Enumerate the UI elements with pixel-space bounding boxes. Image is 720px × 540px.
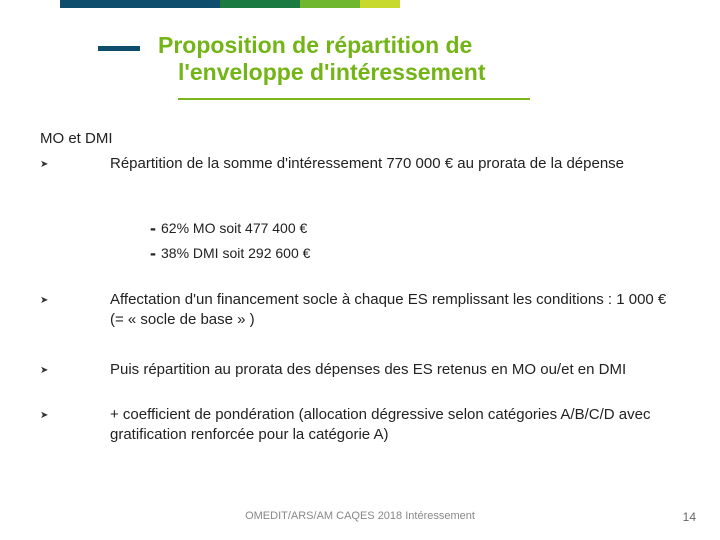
title-underline bbox=[178, 98, 530, 100]
sub-list: - 62% MO soit 477 400 € - 38% DMI soit 2… bbox=[150, 216, 650, 266]
bullet-1: ➤ Répartition de la somme d'intéressemen… bbox=[40, 154, 680, 174]
section-heading: MO et DMI bbox=[40, 130, 113, 147]
footer-text: OMEDIT/ARS/AM CAQES 2018 Intéressement bbox=[0, 510, 720, 522]
bullet-3: ➤ Puis répartition au prorata des dépens… bbox=[40, 360, 680, 380]
chevron-right-icon: ➤ bbox=[40, 154, 68, 174]
top-bar-segment bbox=[400, 0, 720, 8]
top-bar-segment bbox=[360, 0, 400, 8]
sub-item-1: - 62% MO soit 477 400 € bbox=[150, 216, 650, 241]
bullet-2: ➤ Affectation d'un financement socle à c… bbox=[40, 290, 680, 331]
top-bar-segment bbox=[300, 0, 360, 8]
bullet-4-text: + coefficient de pondération (allocation… bbox=[68, 405, 680, 446]
bullet-3-text: Puis répartition au prorata des dépenses… bbox=[68, 360, 680, 380]
sub-item-2: - 38% DMI soit 292 600 € bbox=[150, 241, 650, 266]
page-number: 14 bbox=[683, 510, 696, 524]
title-accent-dash bbox=[98, 46, 140, 51]
bullet-2-text: Affectation d'un financement socle à cha… bbox=[68, 290, 680, 331]
chevron-right-icon: ➤ bbox=[40, 360, 68, 380]
sub-item-2-text: 38% DMI soit 292 600 € bbox=[161, 245, 310, 261]
slide-title: Proposition de répartition de l'envelopp… bbox=[158, 32, 648, 86]
title-line-1: Proposition de répartition de bbox=[158, 32, 648, 59]
title-line-2: l'enveloppe d'intéressement bbox=[158, 59, 648, 86]
sub-item-1-text: 62% MO soit 477 400 € bbox=[161, 220, 307, 236]
top-bar-segment bbox=[0, 0, 60, 8]
top-bar-segment bbox=[60, 0, 220, 8]
slide: { "top_bar": { "segments": [ { "width": … bbox=[0, 0, 720, 540]
bullet-1-text: Répartition de la somme d'intéressement … bbox=[68, 154, 680, 174]
bullet-4: ➤ + coefficient de pondération (allocati… bbox=[40, 405, 680, 446]
top-color-bar bbox=[0, 0, 720, 8]
chevron-right-icon: ➤ bbox=[40, 405, 68, 425]
top-bar-segment bbox=[220, 0, 300, 8]
chevron-right-icon: ➤ bbox=[40, 290, 68, 310]
